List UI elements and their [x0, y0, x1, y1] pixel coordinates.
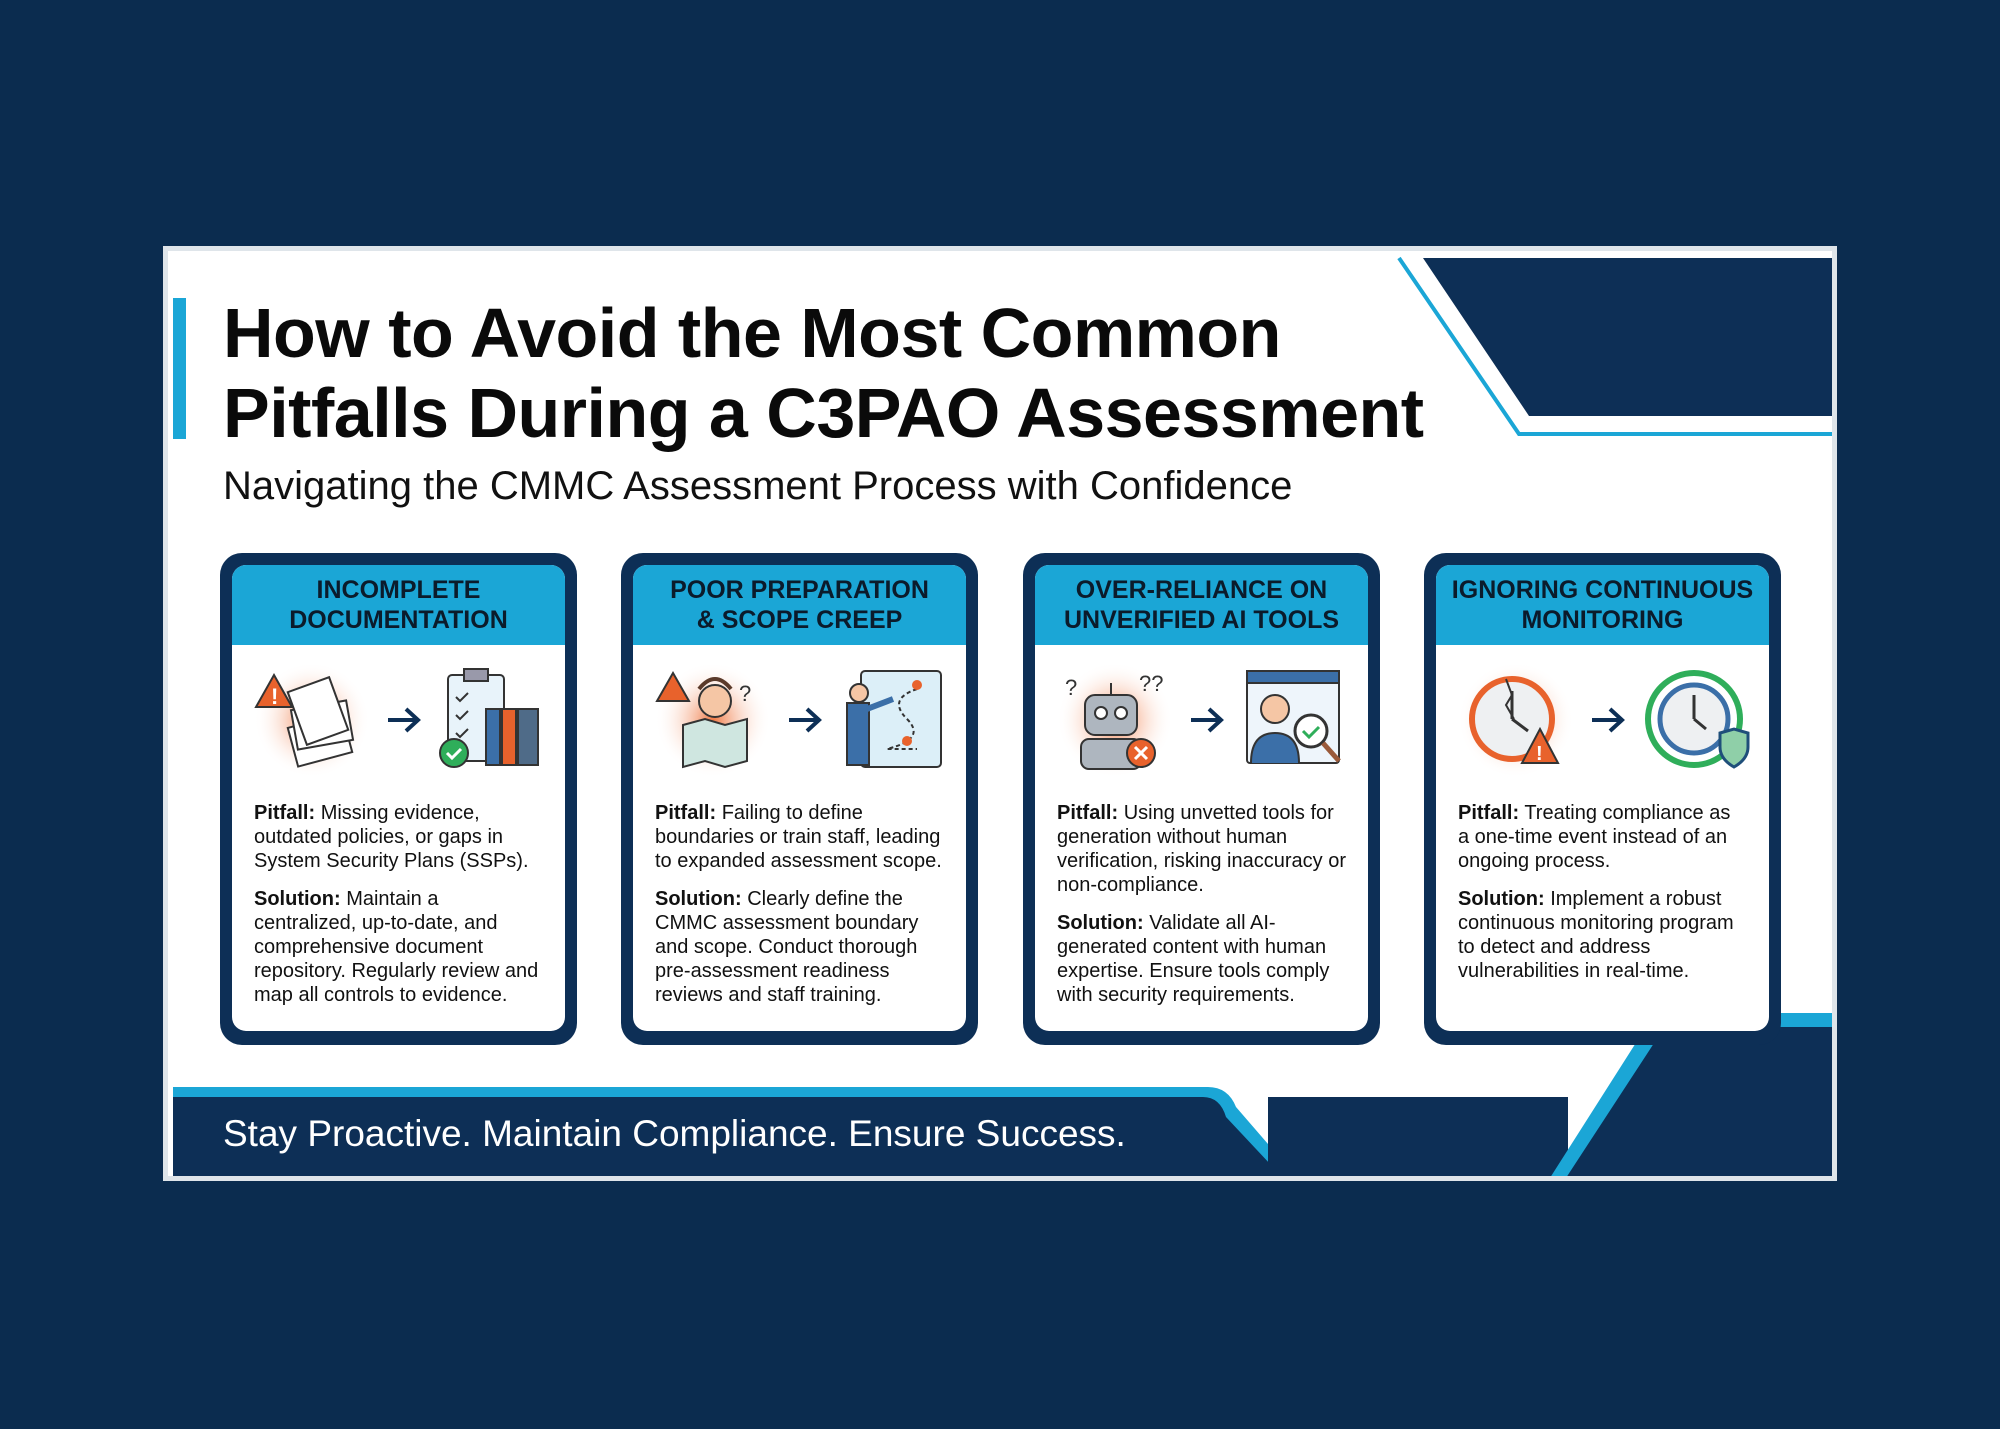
- card-header: POOR PREPARATION & SCOPE CREEP: [633, 565, 966, 645]
- pitfall-text: Pitfall: Failing to define boundaries or…: [655, 802, 942, 872]
- confused-map-icon: ?: [654, 665, 771, 775]
- decorative-shapes: [173, 256, 1832, 1176]
- page-subtitle: Navigating the CMMC Assessment Process w…: [223, 464, 1293, 508]
- pitfall-card-monitoring: IGNORING CONTINUOUS MONITORING ! Pitfall:…: [1424, 553, 1781, 1045]
- svg-text:!: !: [271, 684, 278, 709]
- card-header: IGNORING CONTINUOUS MONITORING: [1436, 565, 1769, 645]
- clock-cycle-shield-icon: [1644, 670, 1749, 769]
- arrow-right-icon: [1591, 707, 1625, 733]
- arrow-right-icon: [788, 707, 822, 733]
- solution-text: Solution: Clearly define the CMMC assess…: [655, 888, 919, 1006]
- pitfall-card-scope-creep: POOR PREPARATION & SCOPE CREEP ? Pitfall:…: [621, 553, 978, 1045]
- robot-error-icon: ???: [1056, 665, 1173, 775]
- warning-documents-icon: !: [253, 665, 370, 775]
- infographic: How to Avoid the Most Common Pitfalls Dur…: [163, 246, 1837, 1181]
- footer-tagline: Stay Proactive. Maintain Compliance. Ens…: [223, 1113, 1126, 1154]
- arrow-right-icon: [387, 707, 421, 733]
- svg-text:!: !: [1536, 743, 1543, 765]
- human-review-icon: [1245, 670, 1341, 764]
- svg-text:?: ?: [739, 681, 751, 706]
- arrow-right-icon: [1190, 707, 1224, 733]
- solution-text: Solution: Implement a robust continuous …: [1458, 888, 1734, 982]
- pitfall-card-ai-tools: OVER-RELIANCE ON UNVERIFIED AI TOOLS ??? …: [1023, 553, 1380, 1045]
- roadmap-presenter-icon: [845, 670, 942, 768]
- card-header: INCOMPLETE DOCUMENTATION: [232, 565, 565, 645]
- svg-text:??: ??: [1139, 671, 1163, 696]
- svg-text:?: ?: [1065, 675, 1077, 700]
- title-accent-bar: [173, 298, 186, 439]
- broken-clock-icon: !: [1457, 665, 1574, 775]
- checklist-binders-icon: [438, 668, 539, 768]
- card-header: OVER-RELIANCE ON UNVERIFIED AI TOOLS: [1035, 565, 1368, 645]
- solution-text: Solution: Validate all AI-generated cont…: [1057, 912, 1330, 1006]
- page-title: How to Avoid the Most Common Pitfalls Dur…: [223, 294, 1424, 452]
- pitfall-card-documentation: INCOMPLETE DOCUMENTATION ! Pitfall: Missi…: [220, 553, 577, 1045]
- pitfall-text: Pitfall: Treating compliance as a one-ti…: [1458, 802, 1731, 872]
- pitfall-text: Pitfall: Using unvetted tools for genera…: [1057, 802, 1346, 896]
- solution-text: Solution: Maintain a centralized, up-to-…: [254, 888, 539, 1006]
- pitfall-text: Pitfall: Missing evidence, outdated poli…: [254, 802, 529, 872]
